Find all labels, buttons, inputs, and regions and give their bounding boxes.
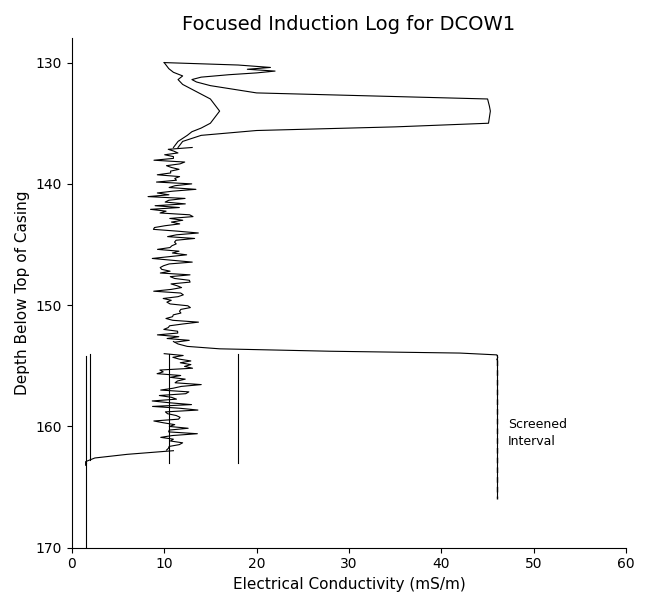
Text: Screened
Interval: Screened Interval [508, 418, 567, 447]
Y-axis label: Depth Below Top of Casing: Depth Below Top of Casing [15, 191, 30, 395]
X-axis label: Electrical Conductivity (mS/m): Electrical Conductivity (mS/m) [233, 577, 465, 592]
Title: Focused Induction Log for DCOW1: Focused Induction Log for DCOW1 [183, 15, 515, 34]
